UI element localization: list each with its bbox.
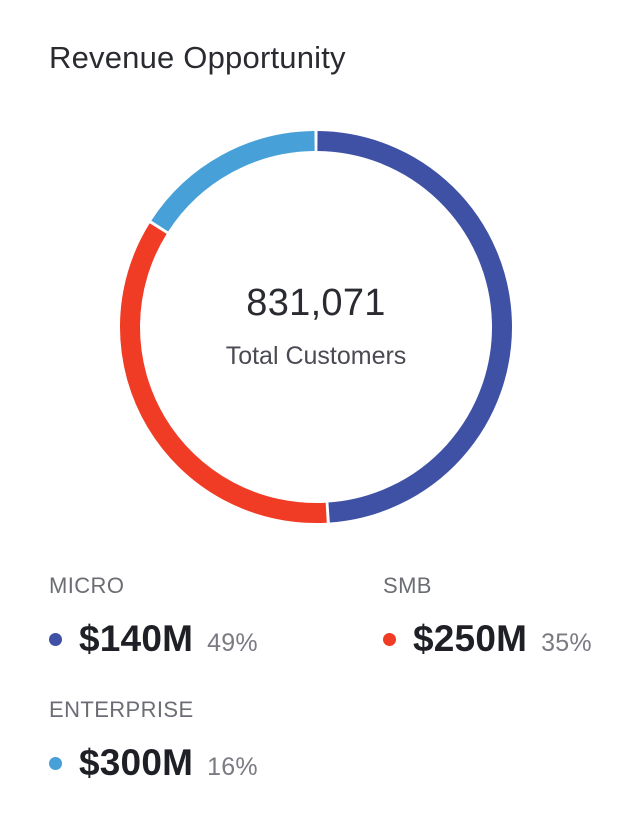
legend-item-smb: SMB $250M 35% [383, 573, 592, 660]
legend-item-enterprise: ENTERPRISE $300M 16% [49, 697, 258, 784]
legend-row-micro: $140M 49% [49, 618, 258, 660]
total-customers-value: 831,071 [246, 282, 386, 324]
micro-amount: $140M [79, 618, 194, 659]
total-customers-label: Total Customers [225, 342, 407, 370]
micro-percent: 49% [207, 629, 258, 657]
legend-name-smb: SMB [383, 573, 432, 598]
donut-slice-micro [317, 131, 512, 523]
micro-dot-icon [49, 633, 62, 646]
smb-percent: 35% [541, 629, 592, 657]
donut-chart [120, 131, 512, 523]
enterprise-dot-icon [49, 757, 62, 770]
donut-slice-smb [120, 223, 327, 523]
legend-name-enterprise: ENTERPRISE [49, 697, 194, 722]
card-title: Revenue Opportunity [49, 40, 346, 75]
enterprise-percent: 16% [207, 753, 258, 781]
legend-row-smb: $250M 35% [383, 618, 592, 660]
donut-slice-enterprise [151, 131, 315, 232]
enterprise-amount: $300M [79, 742, 194, 783]
legend-row-enterprise: $300M 16% [49, 742, 258, 784]
smb-amount: $250M [413, 618, 528, 659]
legend-item-micro: MICRO $140M 49% [49, 573, 258, 660]
smb-dot-icon [383, 633, 396, 646]
legend-name-micro: MICRO [49, 573, 125, 598]
